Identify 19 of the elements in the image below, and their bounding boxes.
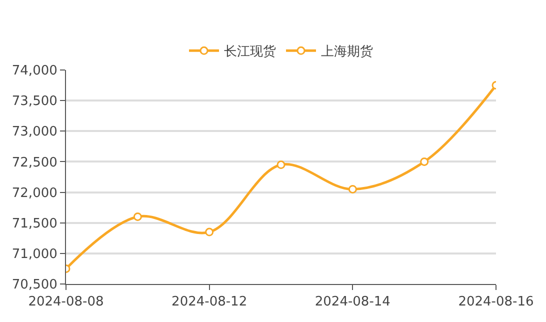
y-tick-label: 70,500 <box>12 278 58 293</box>
y-tick-label: 73,500 <box>12 94 58 110</box>
y-tick-label: 73,000 <box>12 124 58 140</box>
y-tick-label: 71,500 <box>12 216 58 232</box>
x-tick-label: 2024-08-16 <box>458 294 534 310</box>
point <box>133 212 142 221</box>
point <box>276 160 286 170</box>
y-tick-label: 72,000 <box>12 186 58 201</box>
y-tick-label: 74,000 <box>12 64 58 79</box>
point <box>348 184 357 194</box>
point <box>205 228 214 236</box>
x-tick-label: 2024-08-14 <box>314 294 390 310</box>
y-tick-label: 71,000 <box>12 246 58 262</box>
x-tick-label: 2024-08-12 <box>172 294 248 310</box>
point <box>420 157 429 166</box>
legend-label: 长江现货 <box>224 44 276 60</box>
x-tick-label: 2024-08-08 <box>28 294 104 310</box>
legend-label: 上海期货 <box>321 44 373 60</box>
y-tick-label: 72,500 <box>12 155 58 170</box>
